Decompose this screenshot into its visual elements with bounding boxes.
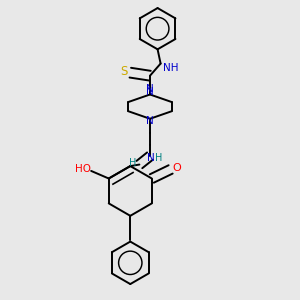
Text: NH: NH	[163, 62, 178, 73]
Text: S: S	[120, 65, 127, 78]
Text: N: N	[146, 116, 154, 126]
Text: H: H	[155, 154, 162, 164]
Text: N: N	[146, 87, 154, 97]
Text: N: N	[146, 84, 154, 94]
Text: O: O	[172, 163, 181, 173]
Text: H: H	[129, 158, 136, 168]
Text: N: N	[147, 154, 155, 164]
Text: HO: HO	[75, 164, 91, 174]
